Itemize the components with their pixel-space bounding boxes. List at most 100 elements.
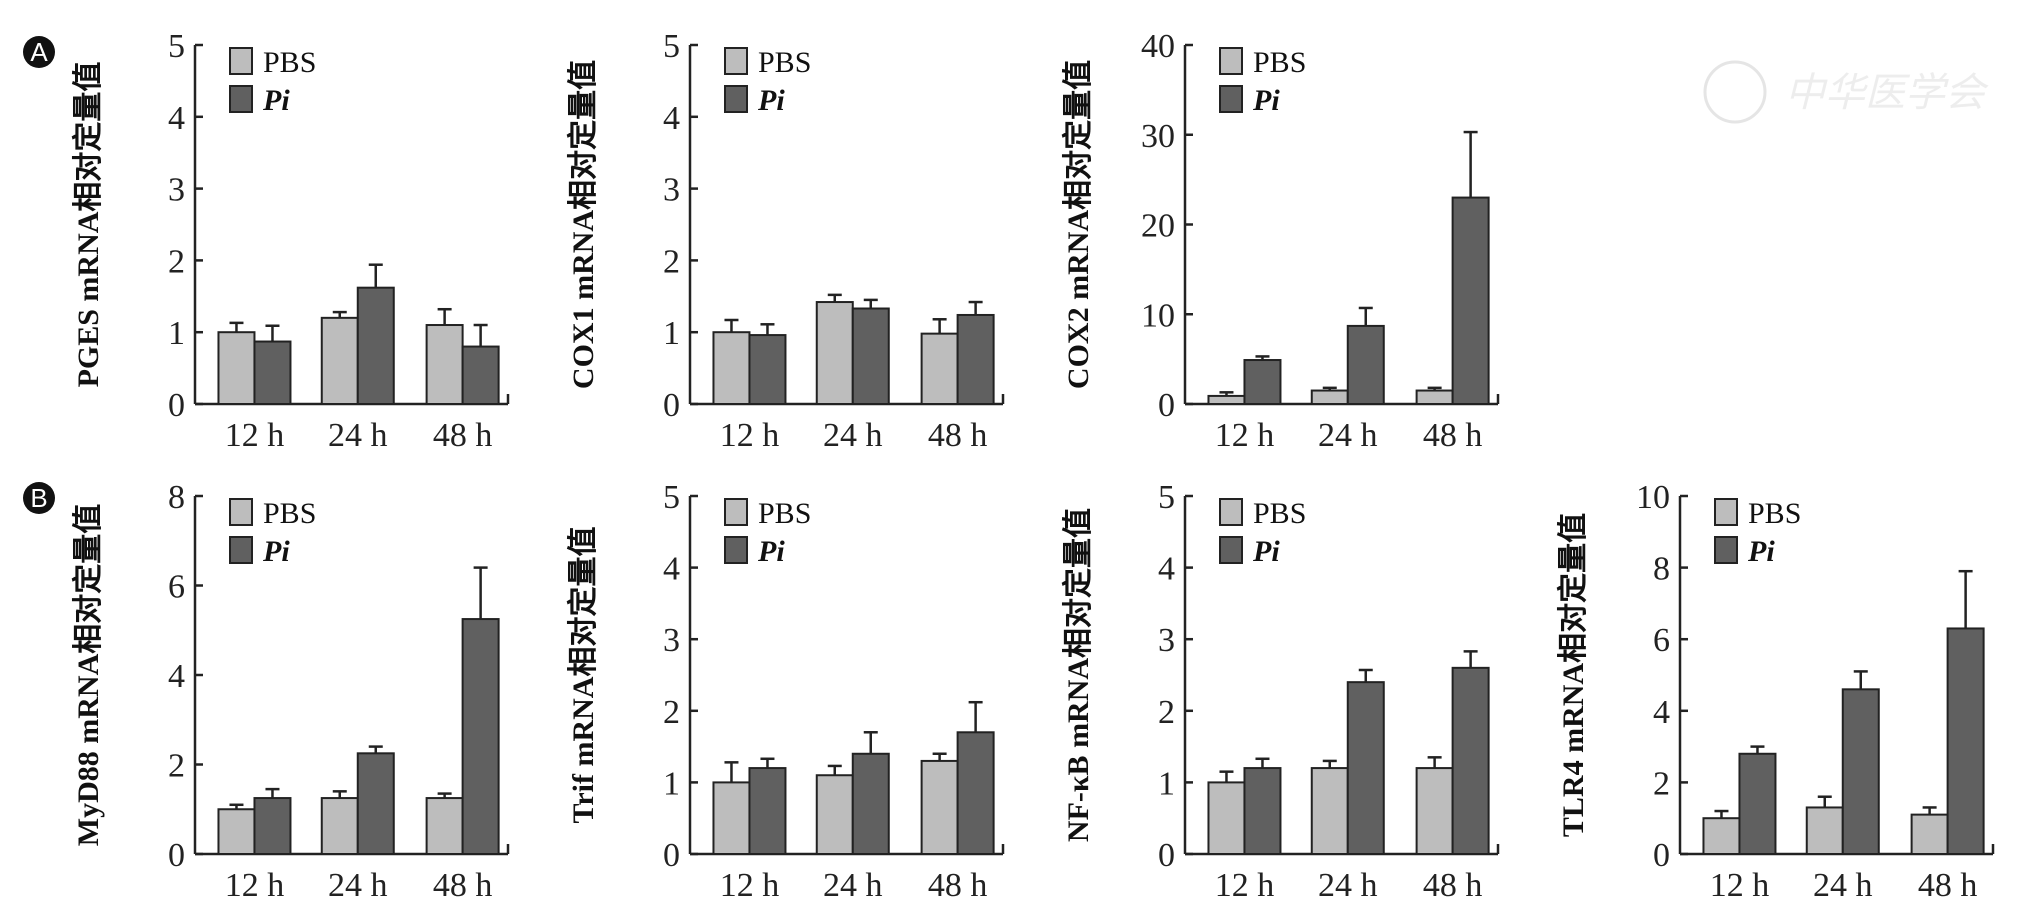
y-tick-label: 10 [1141,297,1175,334]
y-tick-label: 3 [663,622,680,659]
y-tick-label: 5 [168,28,185,65]
x-tick-label: 48 h [1423,867,1483,904]
x-tick-label: 48 h [433,417,493,454]
bar-Pi-12h [1243,767,1282,856]
y-axis-label: COX1 mRNA相对定量值 [566,60,600,389]
x-tick-label: 12 h [720,417,780,454]
x-tick-label: 12 h [1215,867,1275,904]
bar-PBS-48h [1910,813,1949,855]
y-tick-label: 40 [1141,28,1175,65]
legend-swatch-Pi [1219,85,1243,113]
bar-PBS-12h [217,808,256,855]
y-tick-label: 0 [168,837,185,874]
y-tick-label: 3 [168,172,185,209]
x-tick-label: 24 h [328,417,388,454]
chart-0: PGES mRNA相对定量值 0 1 2 3 4 5 12 h 24 h 48 h PBS Pi [71,28,510,454]
x-tick-label: 24 h [823,417,883,454]
bar-PBS-12h [1207,394,1246,405]
watermark-emblem-icon [1703,60,1767,124]
bar-Pi-24h [1346,681,1385,855]
legend-swatch-Pi [1714,536,1738,564]
chart-4: Trif mRNA相对定量值 0 1 2 3 4 5 12 h 24 h 48 h PBS Pi [566,479,1005,904]
bar-PBS-12h [712,781,751,856]
y-axis-label: PGES mRNA相对定量值 [71,62,105,388]
bar-PBS-24h [815,301,854,406]
legend-label-Pi: Pi [262,535,290,568]
bar-Pi-12h [1243,359,1282,405]
y-tick-label: 10 [1636,479,1670,516]
y-tick-label: 30 [1141,118,1175,155]
legend-label-PBS: PBS [1253,46,1306,79]
legend-swatch-PBS [724,47,748,75]
legend-swatch-PBS [1219,47,1243,75]
legend-swatch-Pi [229,536,253,564]
y-tick-label: 8 [1653,551,1670,588]
y-tick-label: 2 [1653,765,1670,802]
y-tick-label: 2 [663,243,680,280]
x-tick-label: 24 h [823,867,883,904]
bar-Pi-12h [748,767,787,856]
x-tick-label: 48 h [928,867,988,904]
legend-swatch-Pi [1219,536,1243,564]
bar-Pi-48h [1451,666,1490,856]
y-tick-label: 1 [1158,765,1175,802]
bar-PBS-24h [815,774,854,855]
panel-label-circle [23,36,55,68]
y-axis-label: MyD88 mRNA相对定量值 [71,504,105,846]
chart-6: TLR4 mRNA相对定量值 0 2 4 6 8 10 12 h 24 h 48 h PBS Pi [1556,479,1995,904]
x-tick-label: 24 h [328,867,388,904]
legend: PBS Pi [1219,497,1306,568]
bar-Pi-12h [748,334,787,405]
bar-Pi-48h [461,618,500,855]
x-tick-label: 48 h [1918,867,1978,904]
bar-Pi-24h [1841,688,1880,855]
bar-Pi-48h [1946,627,1985,856]
y-tick-label: 2 [168,748,185,785]
legend-swatch-Pi [229,85,253,113]
bar-Pi-48h [956,313,995,405]
x-tick-label: 24 h [1318,417,1378,454]
y-tick-label: 4 [1653,694,1670,731]
y-tick-label: 3 [663,172,680,209]
y-tick-label: 1 [663,315,680,352]
x-tick-label: 48 h [433,867,493,904]
y-tick-label: 4 [1158,551,1175,588]
x-tick-label: 24 h [1318,867,1378,904]
bar-PBS-12h [712,331,751,406]
legend: PBS Pi [724,46,811,117]
legend: PBS Pi [229,46,316,117]
y-tick-label: 6 [1653,622,1670,659]
legend-label-Pi: Pi [262,84,290,117]
bar-PBS-24h [320,316,359,405]
y-tick-label: 0 [663,837,680,874]
x-tick-label: 12 h [1710,867,1770,904]
legend-label-Pi: Pi [1747,535,1775,568]
bar-Pi-48h [956,731,995,856]
y-tick-label: 0 [663,387,680,424]
legend-label-PBS: PBS [1748,497,1801,530]
legend-label-PBS: PBS [1253,497,1306,530]
legend-swatch-PBS [724,498,748,526]
legend-label-Pi: Pi [1252,84,1280,117]
bar-Pi-24h [1346,324,1385,406]
legend: PBS Pi [724,497,811,568]
legend-swatch-PBS [1219,498,1243,526]
bar-PBS-24h [1805,806,1844,856]
bar-PBS-48h [920,332,959,405]
legend: PBS Pi [1219,46,1306,117]
y-tick-label: 20 [1141,208,1175,245]
bar-Pi-24h [356,752,395,855]
bar-Pi-24h [356,286,395,405]
bar-PBS-48h [425,324,464,405]
legend-swatch-Pi [724,536,748,564]
panel-label-B: B [23,482,55,514]
bar-Pi-12h [253,797,292,855]
legend-swatch-PBS [229,498,253,526]
bar-PBS-12h [1207,781,1246,856]
y-tick-label: 3 [1158,622,1175,659]
x-tick-label: 24 h [1813,867,1873,904]
chart-3: MyD88 mRNA相对定量值 0 2 4 6 8 12 h 24 h 48 h PBS Pi [71,479,510,904]
bar-PBS-12h [1702,817,1741,856]
y-tick-label: 2 [168,243,185,280]
